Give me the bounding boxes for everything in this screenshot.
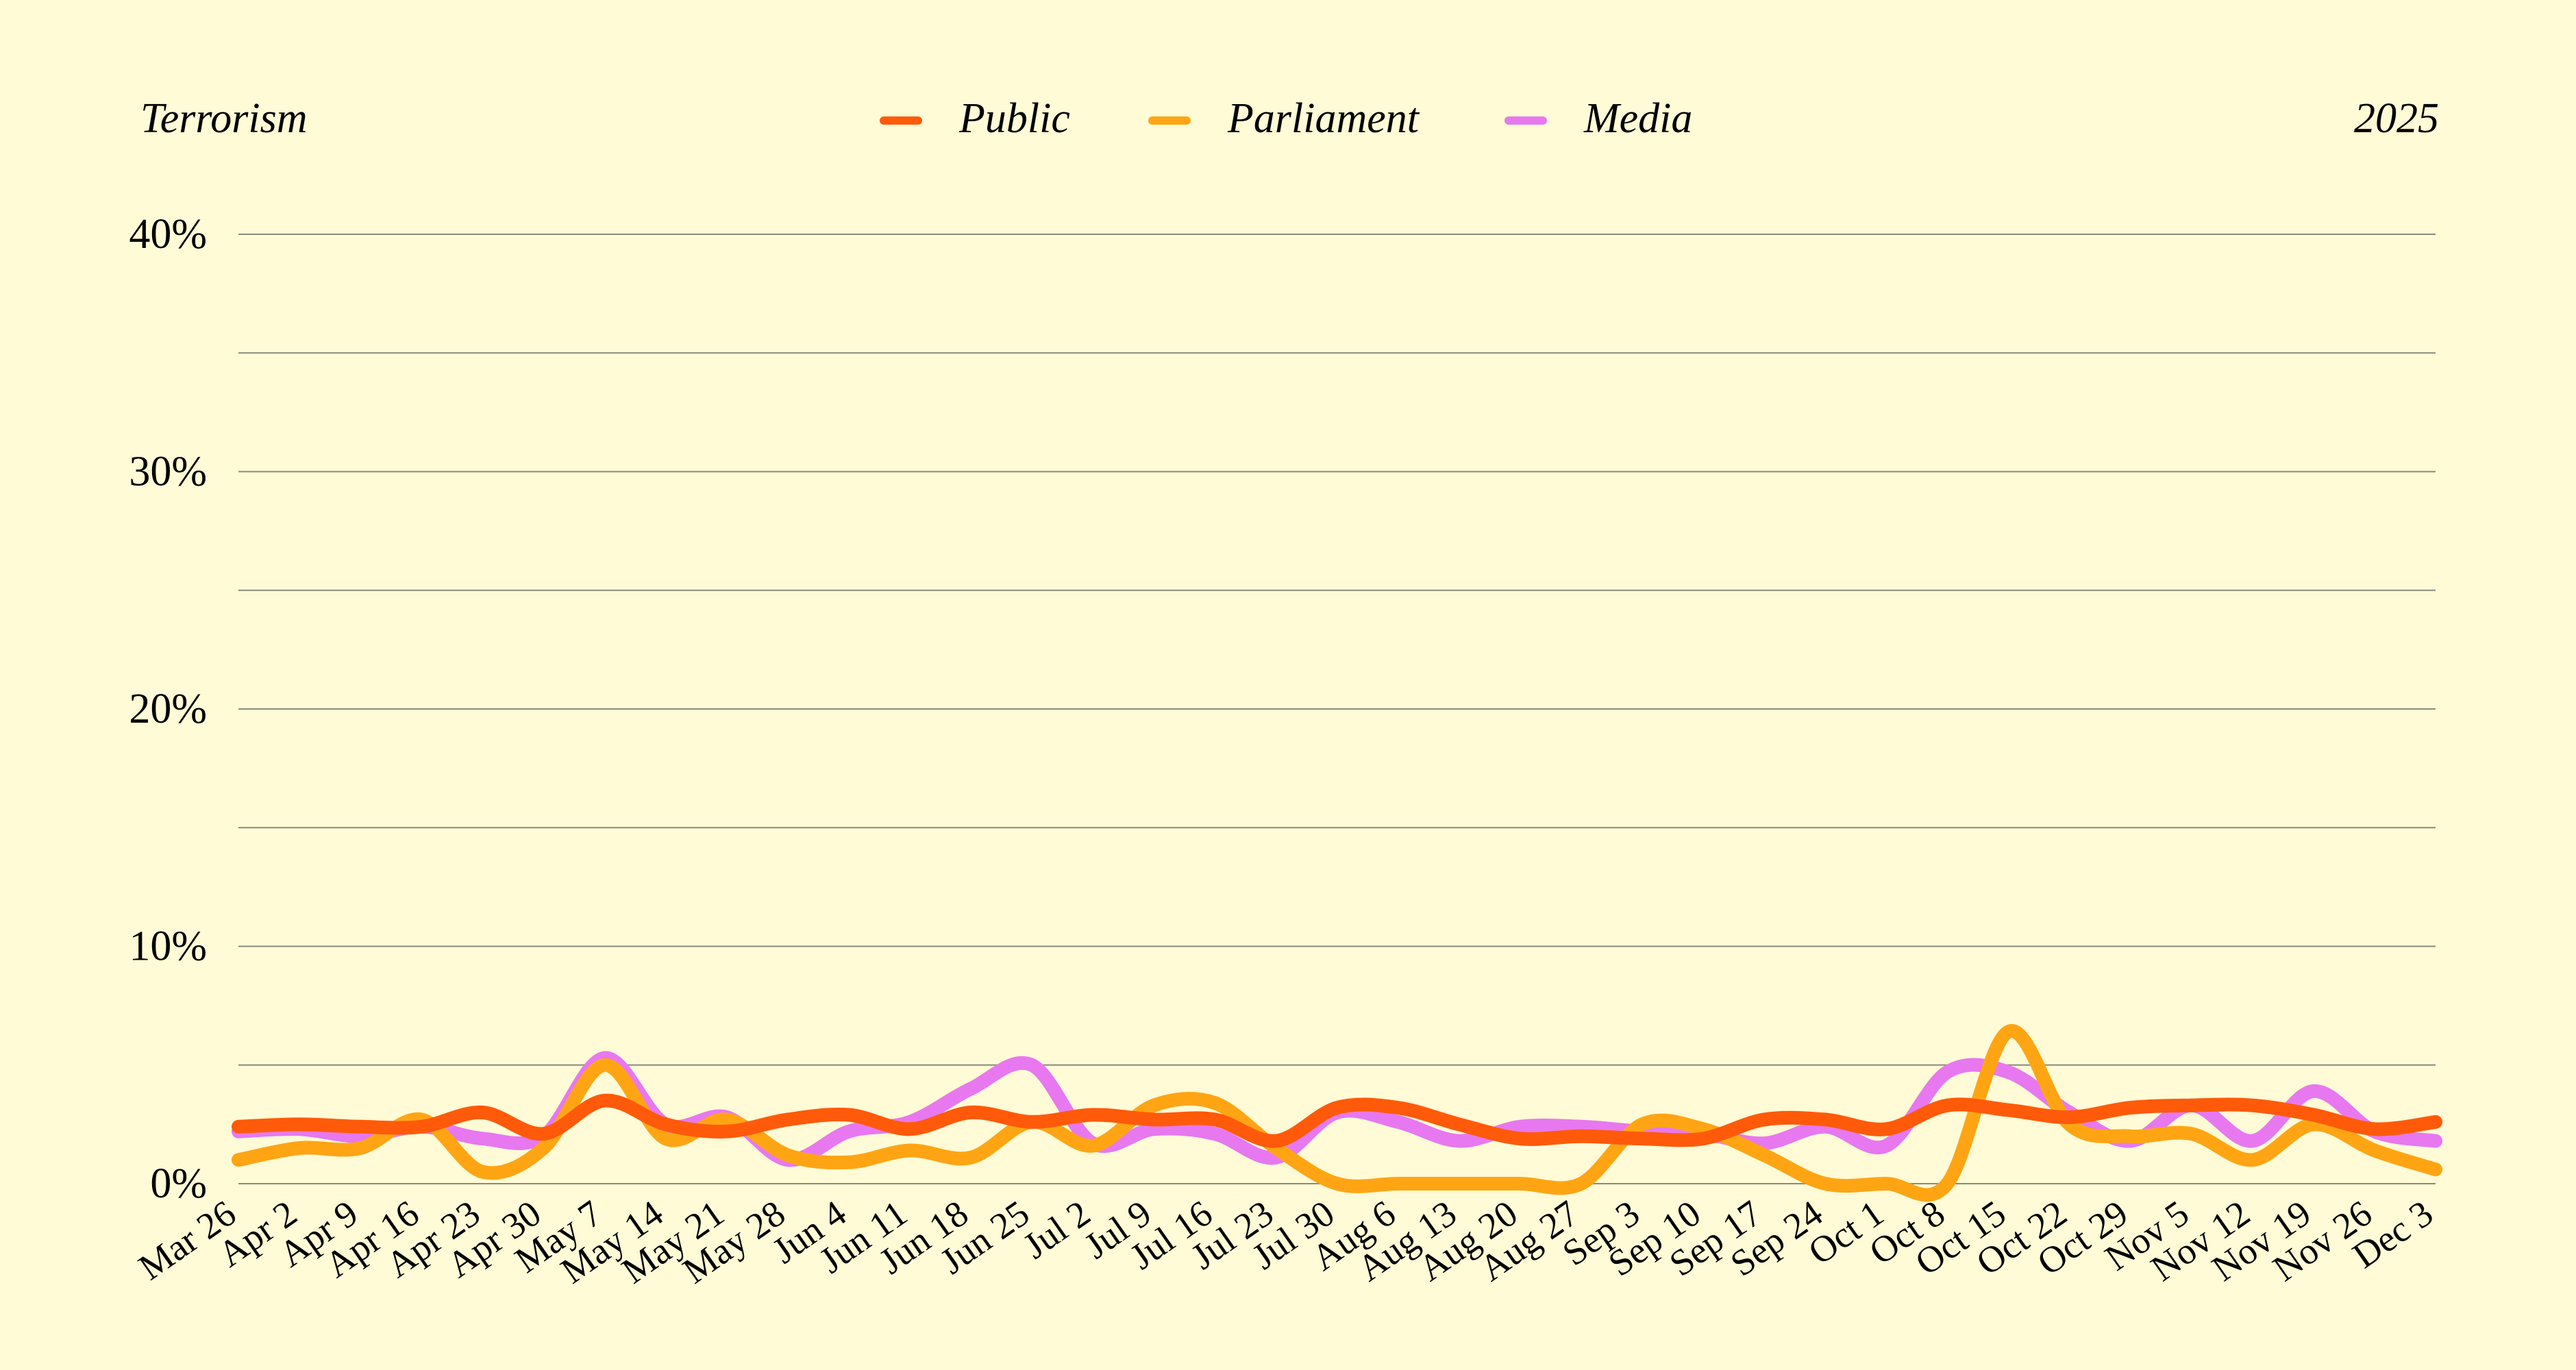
chart-header: Terrorism 2025 (140, 95, 2439, 142)
y-tick-label: 10% (129, 923, 207, 970)
legend-label-parliament: Parliament (1227, 95, 1420, 142)
series-lines (232, 1024, 2442, 1202)
legend-label-public: Public (958, 95, 1070, 142)
y-axis: 0% 10% 20% 30% 40% (129, 211, 207, 1207)
series-line-public (232, 1093, 2442, 1148)
y-tick-label: 20% (129, 686, 207, 732)
legend-item-parliament: Parliament (1148, 95, 1420, 142)
chart-topic: Terrorism (140, 95, 308, 142)
y-tick-label: 40% (129, 211, 207, 258)
legend-item-public: Public (880, 95, 1070, 142)
legend-item-media: Media (1504, 95, 1692, 142)
legend: Public Parliament Media (880, 95, 1692, 142)
y-tick-label: 30% (129, 449, 207, 495)
legend-label-media: Media (1583, 95, 1692, 142)
chart-year: 2025 (2354, 95, 2439, 142)
y-tick-label: 0% (150, 1160, 207, 1207)
grid (238, 234, 2436, 1184)
